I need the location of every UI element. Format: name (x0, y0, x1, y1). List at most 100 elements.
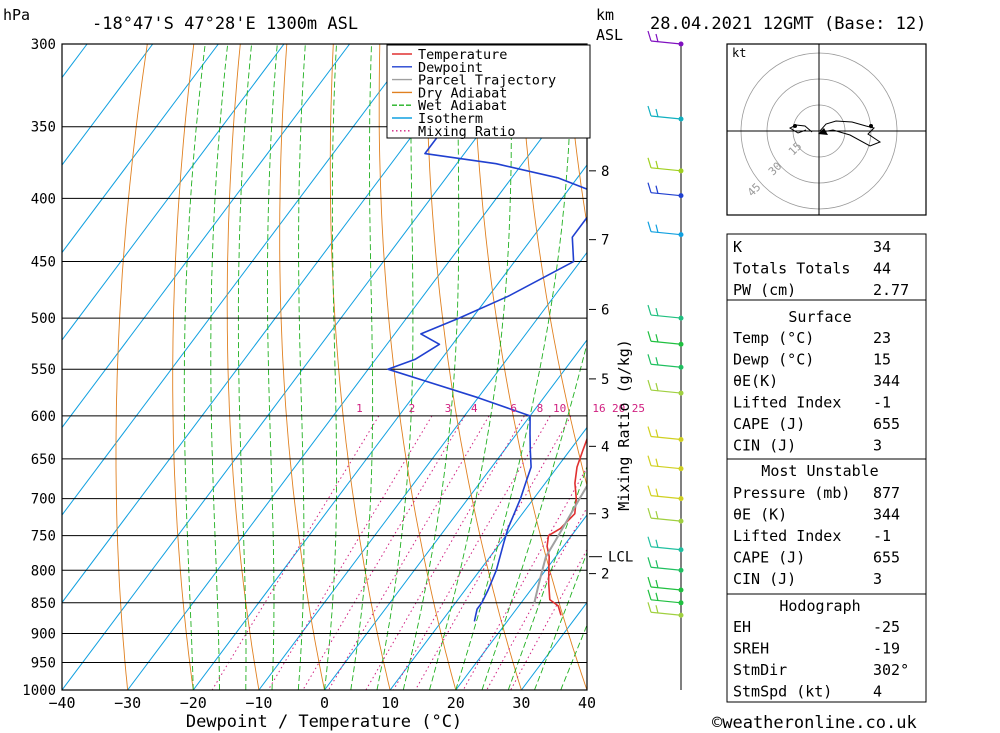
isotherm-line (62, 44, 351, 429)
wind-barb-flag (655, 160, 659, 169)
pressure-tick-label: 650 (31, 452, 56, 468)
wind-barb-flag (655, 605, 659, 614)
x-tick-label: 0 (320, 694, 329, 712)
wind-barbs (647, 30, 684, 618)
pressure-tick-label: 400 (31, 191, 56, 207)
wet-adiabat-line (210, 44, 229, 690)
km-tick-label: 7 (601, 233, 609, 249)
wind-barb-flag (647, 557, 652, 568)
legend-entry: Mixing Ratio (418, 124, 516, 140)
surface-label: CIN (J) (733, 437, 796, 455)
surface-label: θE(K) (733, 372, 778, 390)
hodograph-frame (726, 43, 927, 216)
surface-value: 15 (873, 351, 891, 369)
x-tick-label: −20 (180, 694, 207, 712)
lcl-label: LCL (608, 550, 633, 566)
wind-barb-flag (655, 185, 659, 194)
hodograph: kt 15 30 45 (726, 43, 927, 216)
surface-value: 655 (873, 415, 900, 433)
wind-barb-staff (650, 115, 682, 120)
wind-barb-staff (650, 599, 682, 604)
km-tick-label: 5 (601, 372, 609, 388)
wind-barb-flag (647, 304, 652, 316)
wind-barb-flag (647, 105, 652, 117)
wet-adiabat-line (237, 44, 253, 690)
wind-barb-flag (647, 576, 652, 588)
x-tick-label: −40 (48, 694, 75, 712)
isotherm-line (127, 76, 587, 690)
series-line-temperature (546, 436, 587, 616)
wind-barb-staff (650, 40, 682, 45)
hodograph-info-value: -25 (873, 618, 900, 636)
index-label: K (733, 238, 742, 256)
km-tick-label: 6 (601, 302, 609, 318)
surface-label: Lifted Index (733, 394, 841, 412)
x-tick-label: −10 (245, 694, 272, 712)
legend-box (386, 44, 591, 139)
pressure-tick-label: 1000 (22, 683, 56, 699)
wind-barb (647, 354, 684, 370)
wind-barb (647, 30, 684, 47)
wind-barb-staff (650, 363, 682, 368)
wind-barb (647, 576, 684, 593)
wind-barb (647, 182, 684, 199)
index-value: 2.77 (873, 281, 909, 299)
mixing-ratio-line (302, 415, 466, 690)
mixing-ratio-label: 25 (632, 402, 645, 415)
x-axis-title: Dewpoint / Temperature (°C) (186, 712, 462, 732)
wind-barb (647, 507, 684, 524)
pressure-tick-label: 500 (31, 311, 56, 327)
wind-barb (647, 557, 684, 573)
surface-label: Dewp (°C) (733, 351, 814, 369)
pressure-tick-label: 550 (31, 362, 56, 378)
wind-barb-flag (655, 560, 659, 569)
wind-barb-staff (650, 517, 682, 522)
wind-barb-flag (647, 455, 652, 466)
isotherm-line (324, 339, 587, 690)
wind-barb-staff (650, 566, 682, 571)
dry-adiabat-line (938, 44, 1000, 690)
wind-barb-flag (655, 510, 659, 520)
most-unstable-value: 344 (873, 506, 900, 524)
isobars (62, 43, 587, 691)
wind-barb-flag (647, 157, 652, 169)
mixing-ratio-label: 16 (592, 402, 605, 415)
most-unstable-label: Lifted Index (733, 527, 841, 545)
wind-barb-staff (650, 435, 682, 441)
wind-barb-flag (647, 354, 652, 365)
dry-adiabat-line (329, 44, 391, 690)
wind-barb (647, 455, 684, 472)
isotherm-line (62, 44, 482, 604)
isotherm-line (192, 164, 587, 690)
mixing-ratio-label: 6 (510, 402, 517, 415)
asl-unit-label: ASL (596, 26, 623, 44)
pressure-tick-label: 850 (31, 596, 56, 612)
isotherm-line (62, 44, 219, 254)
wind-barb-flag (647, 221, 652, 232)
hodograph-point (869, 124, 873, 128)
hodograph-info-value: 302° (873, 661, 909, 679)
wind-barb-staff (650, 611, 682, 616)
wind-barb-flag (655, 539, 659, 548)
mixing-ratio-axis-title: Mixing Ratio (g/kg) (615, 339, 633, 511)
mixing-ratio-line (462, 466, 587, 690)
index-value: 44 (873, 260, 891, 278)
wind-barb-staff (650, 167, 682, 172)
hodograph-trace-upper (788, 124, 813, 134)
mixing-ratio-labels: 1 2 3 4 6 8 10 16 20 25 (356, 402, 645, 415)
wind-barb (647, 589, 684, 606)
hodograph-info-label: EH (733, 618, 751, 636)
mixing-ratio-label: 2 (409, 402, 416, 415)
series-line-parcel-trajectory (533, 484, 587, 604)
wind-barb-flag (655, 357, 659, 366)
wind-barb-flag (655, 307, 659, 317)
legend-entry: Dry Adiabat (418, 85, 507, 101)
pressure-tick-label: 300 (31, 37, 56, 53)
mixing-ratio-label: 10 (553, 402, 566, 415)
wind-barb (647, 426, 684, 443)
dry-adiabat-line (984, 44, 1000, 690)
hodograph-info-label: SREH (733, 640, 769, 658)
wind-barb-staff (650, 586, 682, 591)
